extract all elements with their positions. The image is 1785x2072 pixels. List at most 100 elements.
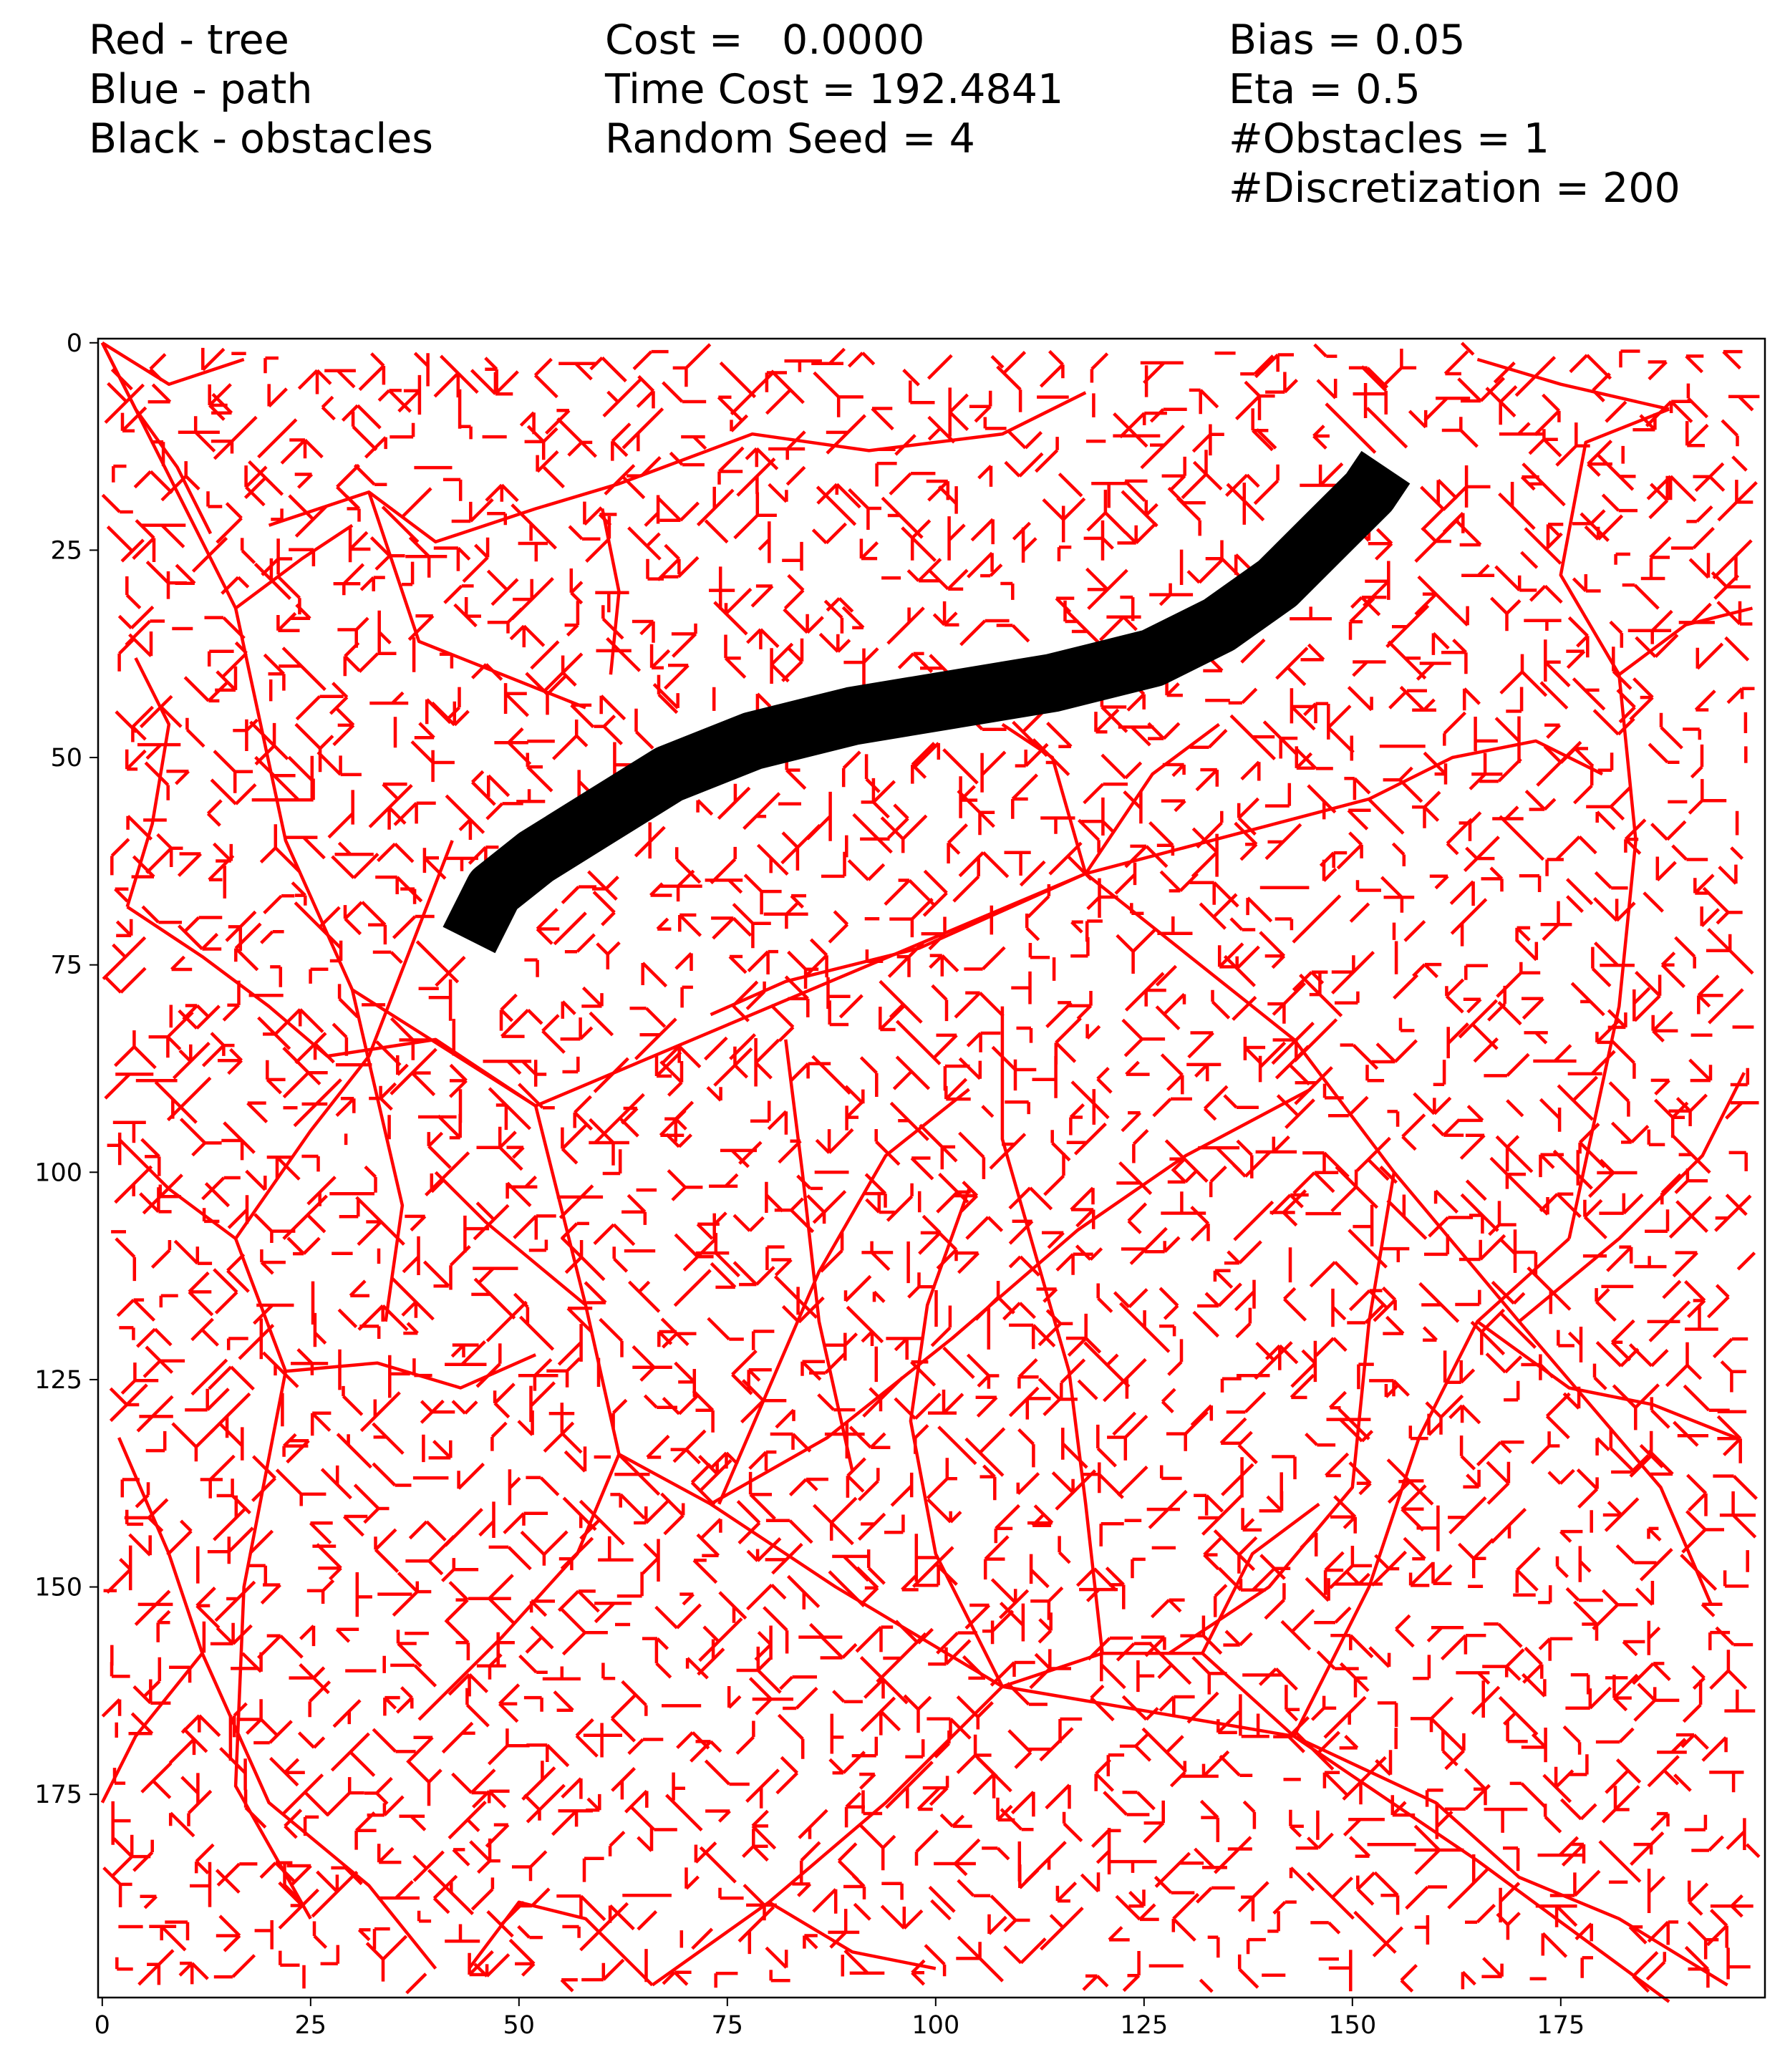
tree-branch [1648,1449,1674,1476]
tree-branch [991,1045,1037,1091]
tree-branch [654,1050,682,1078]
tree-branch [1161,1388,1176,1413]
tree-branch [141,905,182,924]
tree-branch [1055,1882,1078,1903]
tree-branch [1360,365,1388,415]
tree-branch [1686,505,1713,523]
x-tick-label: 0 [95,2011,110,2040]
tree-branch [1069,1103,1085,1136]
tree-branch [1254,353,1294,379]
tree-branch [1592,1589,1638,1630]
tree-branch [215,666,238,692]
tree-branch [1224,1240,1262,1265]
tree-branch [1384,1383,1401,1398]
tree-branch [964,946,1006,971]
tree-branch [1280,1609,1315,1651]
tree-branch [956,1935,1004,1983]
tree-branch [783,1687,818,1710]
tree-branch [987,1914,1007,1935]
tree-branch [1303,702,1329,724]
tree-branch [561,1000,576,1019]
tree-branch [1707,1284,1730,1319]
tree-branch [1685,354,1704,374]
tree-branch [990,1894,1030,1932]
tree-branch [359,1391,401,1433]
tree-branch [355,1572,372,1617]
tree-branch [444,1619,470,1660]
tree-branch [503,1511,548,1534]
tree-branch [405,1214,427,1231]
tree-branch [1007,1729,1032,1769]
tree-branch [1302,1151,1350,1178]
tree-branch [357,1928,371,1942]
tree-branch [1241,1713,1269,1738]
tree-branch [746,628,780,649]
tree-branch [621,1680,648,1716]
tree-branch [599,694,627,721]
tree-branch [975,1395,998,1418]
tree-branch [140,523,186,548]
tree-branch [1002,1302,1036,1321]
tree-branch [301,1154,320,1172]
tree-branch [608,1904,635,1931]
tree-branch [1515,1546,1541,1593]
tree-branch [1544,639,1571,687]
tree-branch [773,1275,818,1319]
tree-branch [1745,1843,1761,1859]
tree-branch [1161,1191,1206,1215]
tree-branch [916,1787,941,1811]
tree-branch [901,1574,919,1592]
obstacle-layer [442,450,1411,954]
tree-branch [1708,988,1744,1025]
tree-branch [551,1809,593,1836]
tree-branch [145,1430,167,1453]
tree-branch [518,1358,558,1391]
tree-branch [1443,711,1466,746]
tree-branch [1444,1783,1491,1811]
tree-branch [1629,677,1654,721]
tree-branch [1498,482,1536,531]
tree-branch [610,1493,646,1520]
tree-branch [966,1031,1001,1052]
tree-branch [644,495,660,527]
tree-branch [1455,1289,1481,1307]
tree-branch [311,1870,359,1918]
tree-branch [400,887,417,904]
tree-branch [806,1190,847,1224]
tree-branch [959,619,1010,647]
tree-branch [1010,1791,1035,1817]
tree-branch [1355,880,1381,892]
tree-branch [880,814,928,853]
tree-branch [1264,1583,1286,1620]
tree-branch [294,901,342,949]
tree-branch [343,901,363,936]
tree-branch [171,1422,215,1462]
tree-branch [329,682,349,715]
tree-branch [662,556,700,578]
tree-branch [1373,1871,1400,1915]
tree-branch [770,1432,812,1453]
tree-branch [847,352,876,368]
tree-branch [902,369,920,387]
tree-branch [1292,1171,1339,1195]
tree-branch [470,369,519,396]
tree-branch [581,1958,625,1982]
tree-branch [414,722,435,740]
tree-branch [1683,1384,1730,1412]
tree-branch [294,1032,335,1065]
tree-branch [1255,1135,1297,1154]
tree-branch [282,1194,328,1240]
tree-branch [1198,1146,1242,1173]
tree-branch [1141,1727,1187,1773]
tree-branch [1648,742,1680,764]
tree-branch [310,1411,332,1436]
tree-branch [1665,1342,1703,1388]
tree-branch [1007,430,1043,450]
tree-branch [337,1308,358,1329]
tree-branch [125,749,147,771]
tree-branch [1290,606,1332,621]
tree-branch [1726,1818,1746,1850]
tree-branch [1121,1018,1166,1057]
tree-branch [1724,636,1750,662]
tree-branch [1122,1951,1141,1993]
